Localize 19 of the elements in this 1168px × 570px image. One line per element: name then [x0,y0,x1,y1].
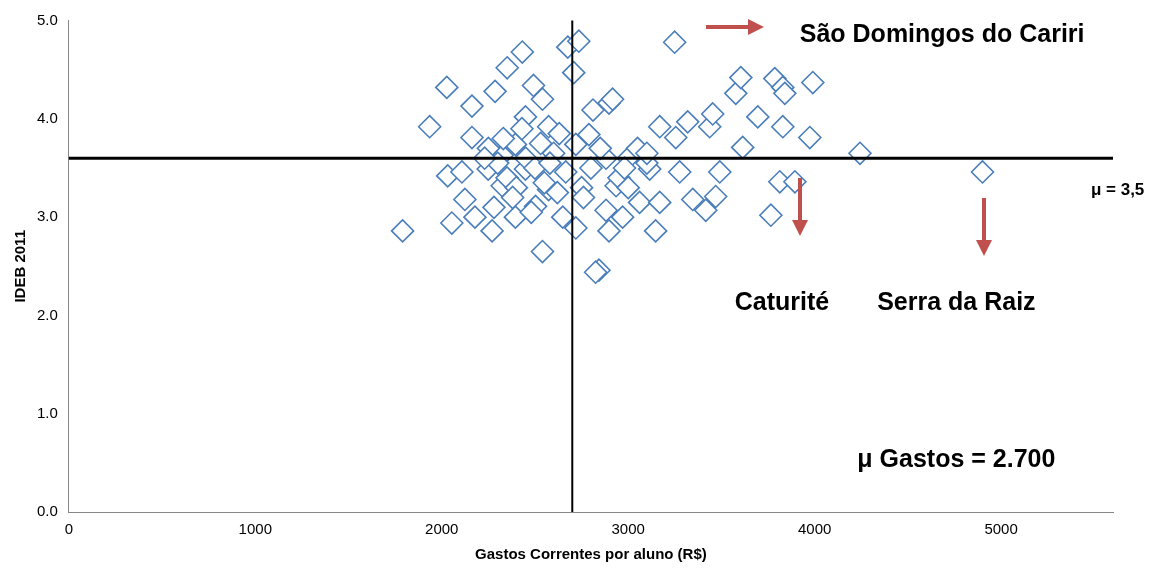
y-tick-label: 3.0 [36,207,58,225]
y-tick-label: 0.0 [36,502,58,520]
annotation: São Domingos do Cariri [799,19,1085,48]
y-axis-title: IDEB 2011 [11,230,29,303]
x-tick-label: 3000 [611,520,645,538]
annotation: Caturité [734,287,830,316]
x-tick-label: 5000 [984,520,1018,538]
y-tick-label: 1.0 [36,403,58,421]
x-tick-label: 0 [64,520,74,538]
y-tick-label: 4.0 [36,109,58,127]
x-axis-title: Gastos Correntes por aluno (R$) [475,545,707,563]
annotation: Serra da Raiz [877,287,1036,316]
annotation: μ = 3,5 [1090,179,1145,199]
y-tick-label: 5.0 [36,10,58,28]
x-tick-label: 1000 [238,520,272,538]
x-tick-label: 4000 [797,520,832,538]
annotation: μ Gastos = 2.700 [857,444,1056,473]
y-tick-label: 2.0 [36,305,58,323]
x-tick-label: 2000 [425,520,459,538]
